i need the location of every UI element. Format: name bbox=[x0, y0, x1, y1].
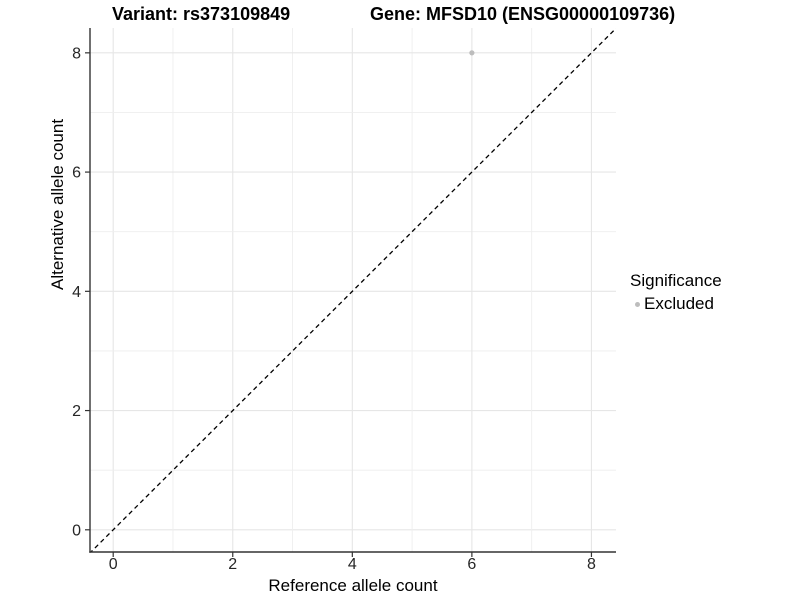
y-tick-label: 2 bbox=[72, 403, 81, 420]
excluded-point-icon bbox=[634, 301, 640, 307]
legend-item-excluded: Excluded bbox=[630, 294, 722, 314]
variant-title: Variant: rs373109849 bbox=[112, 4, 291, 24]
legend-key bbox=[630, 301, 644, 307]
y-tick-label: 4 bbox=[72, 284, 81, 301]
x-tick-label: 0 bbox=[109, 556, 118, 573]
data-point bbox=[469, 50, 475, 56]
gene-title: Gene: MFSD10 (ENSG00000109736) bbox=[370, 4, 676, 24]
x-tick-label: 2 bbox=[228, 556, 237, 573]
legend: Significance Excluded bbox=[630, 271, 722, 314]
y-axis-title: Alternative allele count bbox=[48, 118, 67, 290]
y-tick-label: 6 bbox=[72, 165, 81, 182]
x-tick-label: 8 bbox=[587, 556, 596, 573]
identity-line bbox=[90, 28, 616, 552]
y-tick-label: 0 bbox=[72, 522, 81, 539]
x-axis-title: Reference allele count bbox=[268, 576, 438, 595]
legend-title: Significance bbox=[630, 271, 722, 290]
x-tick-label: 4 bbox=[348, 556, 357, 573]
y-tick-label: 8 bbox=[72, 45, 81, 62]
x-tick-label: 6 bbox=[467, 556, 476, 573]
legend-item-label: Excluded bbox=[644, 294, 714, 313]
